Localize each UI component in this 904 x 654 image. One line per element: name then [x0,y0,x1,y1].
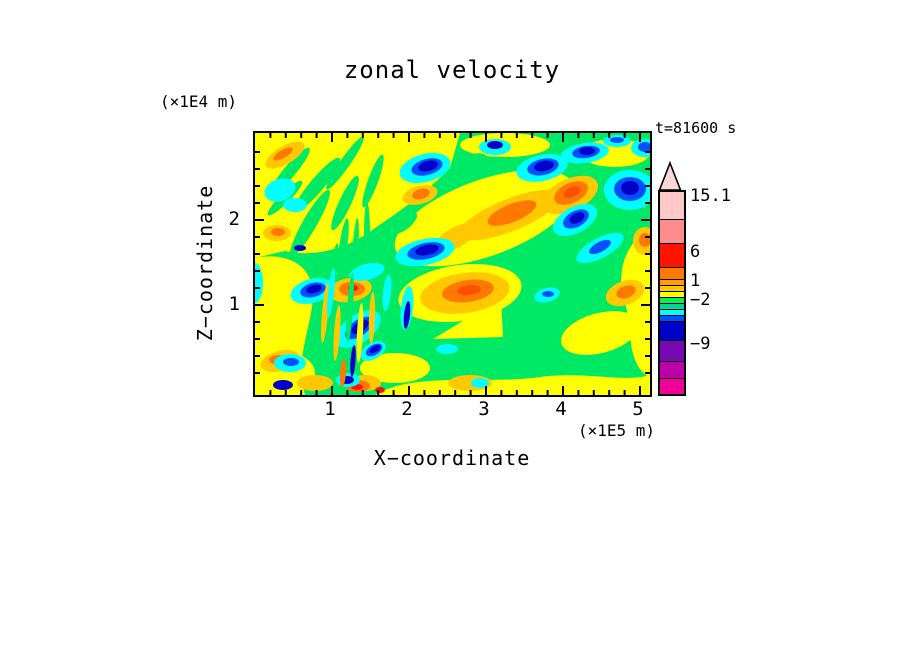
z-axis-title: Z−coordinate [193,184,217,342]
x-axis-tick-labels: 1 2 3 4 5 [253,398,648,422]
z-axis-tick-label-2: 2 [228,208,240,230]
x-axis-units-label: (×1E5 m) [577,421,655,440]
colorbar-segment [660,243,684,267]
z-axis-tick-label-1: 1 [228,293,240,315]
colorbar-segment [660,315,684,321]
z-axis-units-label: (×1E4 m) [160,92,238,111]
colorbar-segment [660,297,684,303]
contour-fill-navy [273,141,639,390]
time-annotation: t=81600 s [655,119,737,137]
colorbar-label-15-1: 15.1 [690,186,731,206]
colorbar [658,190,686,396]
colorbar-segment [660,267,684,279]
x-axis-title: X−coordinate [373,446,531,470]
colorbar-segment [660,192,684,219]
contour-fill-deep-orange [457,186,581,296]
colorbar-segment [660,219,684,243]
colorbar-segment [660,378,684,394]
x-tick-label-4: 4 [555,398,567,420]
axis-tick-marks [255,133,650,395]
x-tick-label-5: 5 [632,398,644,420]
x-tick-label-3: 3 [478,398,490,420]
colorbar-segment [660,291,684,297]
colorbar-label-1: 1 [690,271,701,291]
colorbar-segment [660,285,684,291]
colorbar-label-6: 6 [690,242,701,262]
colorbar-segment [660,309,684,315]
colorbar-segment [660,321,684,340]
colorbar-label-neg2: −2 [690,290,711,310]
contour-plot-area [253,131,652,397]
colorbar-segment [660,361,684,378]
colorbar-label-neg9: −9 [690,334,711,354]
colorbar-segment [660,279,684,285]
x-tick-label-2: 2 [401,398,413,420]
colorbar-overflow-arrow [658,161,682,191]
colorbar-segment [660,340,684,361]
zonal-velocity-contour-field [255,133,650,395]
colorbar-segment [660,303,684,309]
contour-left-filaments [321,268,376,387]
chart-title: zonal velocity [343,56,561,84]
x-tick-label-1: 1 [324,398,336,420]
